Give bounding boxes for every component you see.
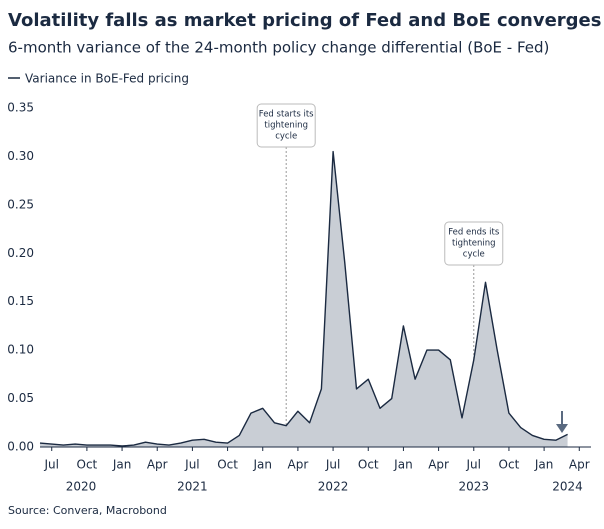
line (39, 150, 568, 447)
x-tick-label: Jul (184, 458, 199, 472)
year-label: 2024 (552, 480, 583, 494)
arrow (556, 411, 568, 433)
x-tick-label: Jul (466, 458, 481, 472)
y-tick-label: 0.30 (7, 149, 34, 163)
year-label: 2020 (66, 480, 97, 494)
year-label: 2021 (177, 480, 208, 494)
y-tick-label: 0.05 (7, 391, 34, 405)
chart-subtitle: 6-month variance of the 24-month policy … (8, 39, 549, 57)
annotation-text: Fed starts its (259, 110, 314, 120)
year-label: 2022 (318, 480, 349, 494)
x-tick-label: Apr (147, 458, 168, 472)
x-tick-label: Jan (112, 458, 132, 472)
annotation-text: tightening (264, 121, 308, 131)
y-tick-label: 0.35 (7, 101, 34, 115)
x-tick-label: Oct (358, 458, 379, 472)
x-tick-label: Oct (77, 458, 98, 472)
y-tick-label: 0.10 (7, 343, 34, 357)
annotation-box (256, 103, 316, 148)
x-tick-label: Jul (325, 458, 340, 472)
chart-title: Volatility falls as market pricing of Fe… (8, 10, 601, 31)
annotation-text: Fed ends its (448, 228, 500, 238)
year-label: 2023 (458, 480, 489, 494)
y-tick-label: 0.00 (7, 440, 34, 454)
x-tick-label: Oct (499, 458, 520, 472)
annotation-text: cycle (275, 132, 297, 142)
y-tick-label: 0.20 (7, 246, 34, 260)
x-tick-label: Oct (217, 458, 238, 472)
legend-label: Variance in BoE-Fed pricing (25, 72, 189, 86)
x-tick-label: Apr (569, 458, 590, 472)
x-tick-label: Jan (534, 458, 554, 472)
x-tick-label: Jan (393, 458, 413, 472)
y-tick-label: 0.25 (7, 197, 34, 211)
area (40, 151, 568, 447)
source: Source: Convera, Macrobond (8, 504, 167, 517)
x-tick-label: Jan (252, 458, 272, 472)
x-tick-label: Apr (428, 458, 449, 472)
annotation-text: cycle (463, 250, 485, 260)
x-tick-label: Jul (43, 458, 58, 472)
x-tick-label: Apr (288, 458, 309, 472)
y-tick-label: 0.15 (7, 294, 34, 308)
annotation-box (444, 221, 504, 266)
annotation-text: tightening (452, 239, 496, 249)
